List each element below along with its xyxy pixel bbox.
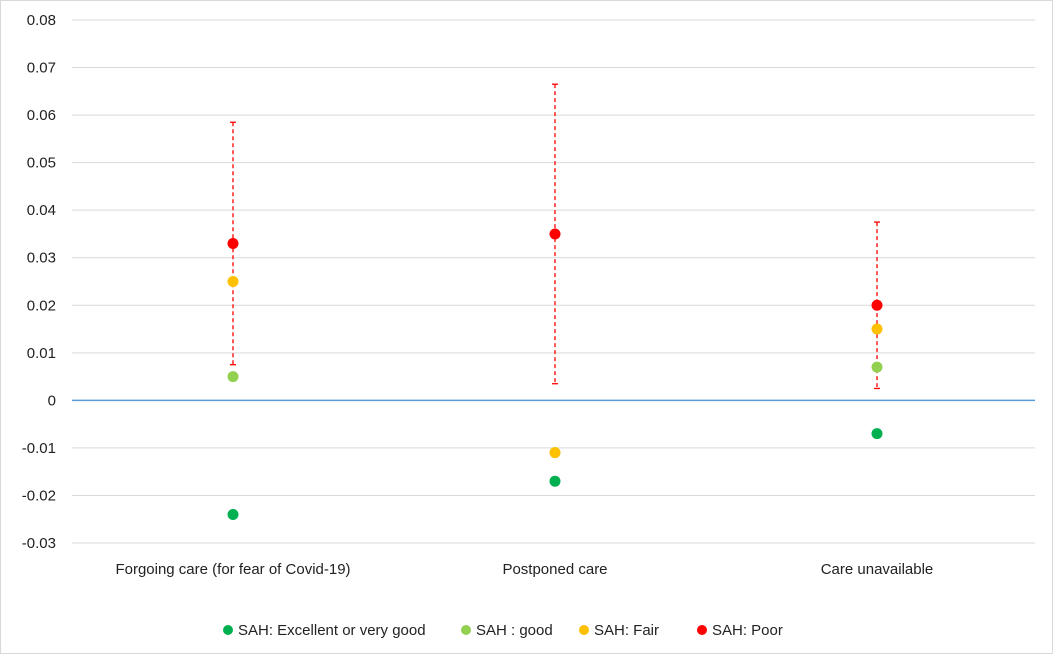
category-labels: Forgoing care (for fear of Covid-19) Post… <box>115 561 933 578</box>
y-tick-label: 0.05 <box>27 155 56 172</box>
legend-label: SAH : good <box>476 622 553 639</box>
y-tick-label: 0 <box>48 392 56 409</box>
data-point <box>549 228 561 240</box>
y-tick-label: 0.08 <box>27 12 56 29</box>
data-point <box>549 447 561 459</box>
y-tick-label: 0.01 <box>27 345 56 362</box>
y-tick-label: 0.02 <box>27 297 56 314</box>
y-tick-label: 0.07 <box>27 60 56 77</box>
data-point <box>227 508 239 520</box>
gridlines <box>72 19 1035 544</box>
category-label: Postponed care <box>502 561 607 578</box>
data-point <box>871 361 883 373</box>
data-point <box>227 237 239 249</box>
y-tick-label: 0.03 <box>27 250 56 267</box>
legend-marker <box>579 625 589 635</box>
legend-label: SAH: Fair <box>594 622 659 639</box>
y-tick-label: -0.03 <box>22 535 56 552</box>
data-point <box>871 428 883 440</box>
data-point <box>227 371 239 383</box>
legend: SAH: Excellent or very good SAH : good SAH… <box>223 622 783 639</box>
y-tick-label: 0.04 <box>27 202 56 219</box>
y-tick-label: 0.06 <box>27 107 56 124</box>
y-tick-labels: -0.03 -0.02 -0.01 0 0.01 0.02 0.03 0.04 0.05 0.06… <box>22 12 56 552</box>
data-point <box>871 299 883 311</box>
legend-marker <box>461 625 471 635</box>
legend-marker <box>697 625 707 635</box>
legend-label: SAH: Poor <box>712 622 783 639</box>
category-label: Forgoing care (for fear of Covid-19) <box>115 561 350 578</box>
legend-label: SAH: Excellent or very good <box>238 622 426 639</box>
data-point <box>549 475 561 487</box>
y-tick-label: -0.01 <box>22 440 56 457</box>
y-tick-label: -0.02 <box>22 487 56 504</box>
category-label: Care unavailable <box>821 561 934 578</box>
data-points <box>227 228 883 520</box>
data-point <box>227 276 239 287</box>
data-point <box>871 323 883 335</box>
legend-marker <box>223 625 233 635</box>
